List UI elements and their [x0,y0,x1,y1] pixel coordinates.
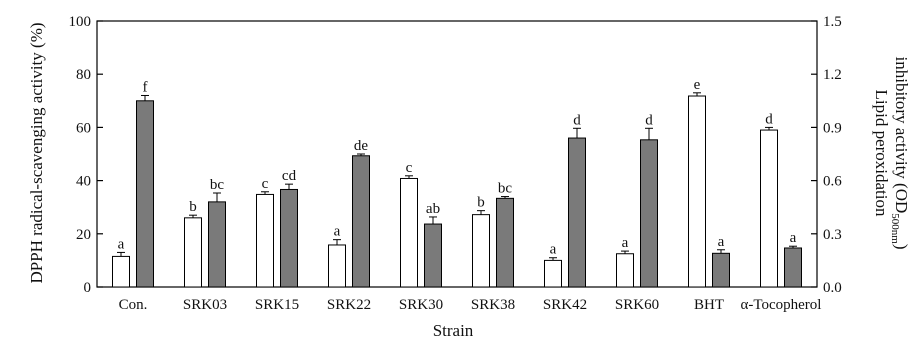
bar-dpph [256,193,274,288]
significance-label: a [334,224,341,240]
bar-lipid [280,188,298,288]
x-tick-label: SRK15 [255,297,299,313]
significance-label: de [354,138,369,154]
significance-label: bc [498,181,513,197]
x-tick-label: SRK22 [327,297,371,313]
bar-lipid [424,223,442,288]
bar-dpph [616,253,634,288]
significance-label: bc [210,177,225,193]
significance-label: ab [426,201,440,217]
bar-dpph [400,177,418,288]
significance-label: c [262,176,269,192]
x-tick-label: SRK03 [183,297,227,313]
significance-label: a [118,236,125,252]
plot-border [96,20,818,288]
bar-dpph [112,255,130,288]
bar-lipid [712,252,730,288]
plot-frame [96,20,818,288]
left-tick-label: 80 [76,67,91,83]
bar-lipid [208,201,226,288]
significance-label: a [790,230,797,246]
bar-dpph [328,244,346,288]
x-axis-tick-labels: Con. SRK03 SRK15 SRK22 SRK30 SRK38 SRK42 SRK60 B… [119,297,822,313]
x-axis-title: Strain [433,321,474,340]
bar-dpph [688,95,706,288]
significance-label: a [718,234,725,250]
significance-label: a [550,242,557,258]
significance-label: c [406,160,413,176]
right-tick-label: 0.0 [823,280,842,296]
bar-dpph [544,259,562,288]
bar-lipid [568,137,586,288]
left-tick-label: 60 [76,120,91,136]
significance-label: b [189,199,197,215]
x-tick-label: SRK30 [399,297,443,313]
left-y-axis: 0 20 40 60 80 100 [69,14,103,296]
left-tick-label: 40 [76,174,91,190]
significance-label: b [477,195,485,211]
right-tick-label: 1.2 [823,67,842,83]
bar-lipid [784,247,802,288]
left-tick-label: 100 [69,14,92,30]
x-tick-label: SRK60 [615,297,659,313]
left-y-axis-title: DPPH radical-scavenging activity (%) [27,22,46,283]
significance-label: e [694,77,701,93]
bar-dpph [760,129,778,288]
significance-label: f [143,79,148,95]
bar-lipid [352,155,370,288]
right-y-axis-title-subscript: 500nm [889,213,901,244]
right-y-axis: 0.0 0.3 0.6 0.9 1.2 1.5 [811,14,842,296]
bar-lipid [496,197,514,288]
right-tick-label: 0.6 [823,174,842,190]
significance-label: d [765,111,773,127]
x-tick-label: SRK38 [471,297,515,313]
right-y-axis-title-end: ) [892,244,911,250]
significance-label: d [573,112,581,128]
bar-dpph [472,214,490,288]
bar-lipid [136,100,154,288]
x-tick-label: BHT [694,297,724,313]
bar-lipid [640,139,658,288]
right-tick-label: 0.3 [823,227,842,243]
right-tick-label: 0.9 [823,120,842,136]
x-tick-label: SRK42 [543,297,587,313]
right-y-axis-title-main: inhibitory activity (OD [892,57,911,214]
right-y-axis-title-line2: inhibitory activity (OD500nm) [889,57,911,250]
bar-dpph [184,217,202,288]
x-tick-label: α-Tocopherol [741,297,822,313]
significance-label: d [645,112,653,128]
left-tick-label: 0 [84,280,92,296]
significance-label: a [622,235,629,251]
significance-label: cd [282,168,297,184]
right-y-axis-title-line1: Lipid peroxidation [872,89,891,217]
right-tick-label: 1.5 [823,14,842,30]
left-tick-label: 20 [76,227,91,243]
x-tick-label: Con. [119,297,148,313]
